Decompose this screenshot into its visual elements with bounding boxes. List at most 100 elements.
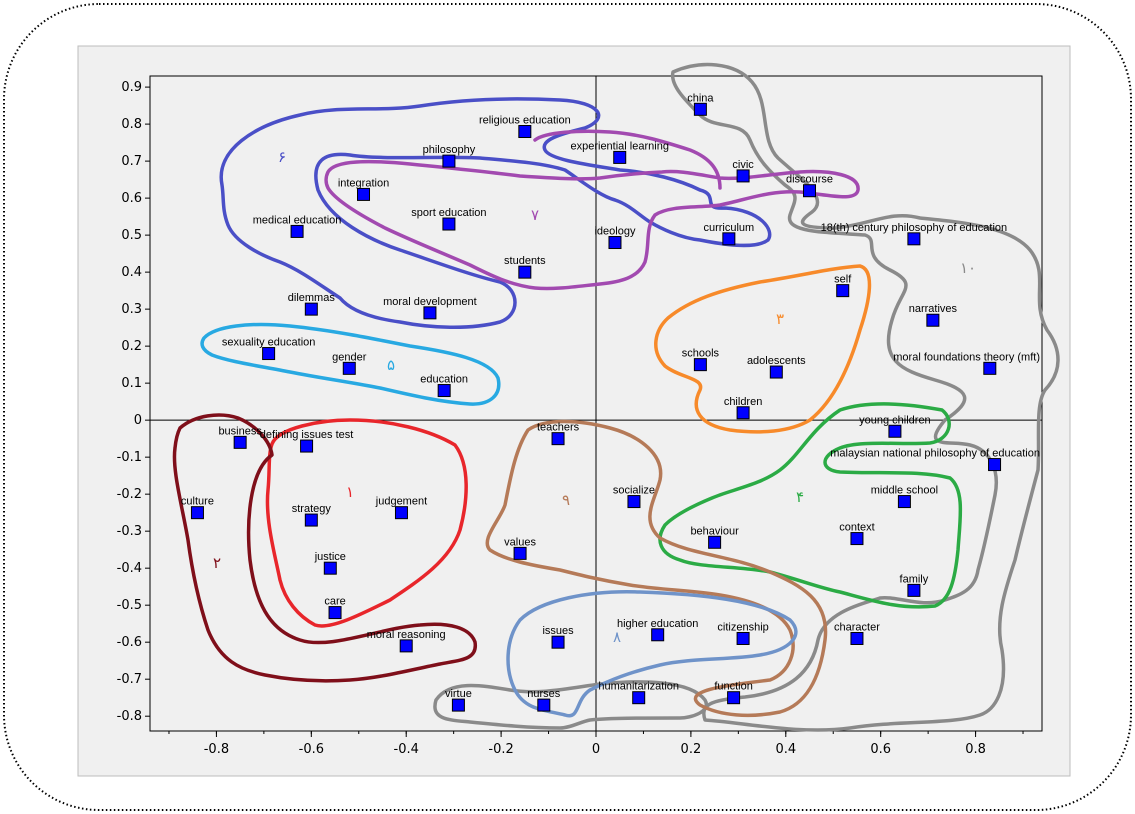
data-point-label: civic bbox=[732, 159, 754, 171]
cluster-outline-10b bbox=[433, 680, 709, 730]
data-point-group: context bbox=[839, 522, 875, 546]
data-point-group: care bbox=[324, 596, 346, 620]
data-point-marker bbox=[304, 302, 318, 316]
data-point-marker bbox=[537, 698, 551, 712]
data-point-label: religious education bbox=[479, 115, 571, 127]
data-point-label: defining issues test bbox=[260, 429, 354, 441]
data-point-group: malaysian national philosophy of educati… bbox=[830, 448, 1040, 472]
data-point-marker bbox=[323, 561, 337, 575]
data-point-label: higher education bbox=[617, 618, 698, 630]
y-tick-label: -0.8 bbox=[117, 709, 142, 724]
cluster-outline-5 bbox=[200, 322, 501, 406]
cluster-outline-4 bbox=[658, 402, 963, 609]
data-point-marker bbox=[190, 506, 204, 520]
data-point-marker bbox=[233, 435, 247, 449]
data-point-group: medical education bbox=[253, 214, 342, 238]
data-point-group: discourse bbox=[786, 174, 833, 198]
data-point-marker bbox=[437, 384, 451, 398]
data-point-label: experiential learning bbox=[570, 140, 668, 152]
data-point-group: business bbox=[218, 425, 262, 449]
y-tick-label: 0.5 bbox=[121, 228, 142, 243]
data-point-label: justice bbox=[314, 551, 346, 563]
data-point-label: humanitarization bbox=[598, 681, 679, 693]
cluster-number-label: ١٠ bbox=[960, 259, 976, 277]
data-point-group: self bbox=[834, 274, 852, 298]
x-tick-label: 0.4 bbox=[775, 742, 796, 757]
y-tick-label: -0.2 bbox=[117, 487, 142, 502]
data-point-marker bbox=[850, 631, 864, 645]
data-point-label: education bbox=[420, 374, 468, 386]
x-tick-label: 0.8 bbox=[965, 742, 986, 757]
data-point-label: young children bbox=[859, 414, 931, 426]
cluster-number-label: ٨ bbox=[613, 628, 621, 646]
data-point-group: culture bbox=[181, 496, 214, 520]
data-point-group: schools bbox=[682, 348, 720, 372]
data-point-label: middle school bbox=[871, 485, 938, 497]
data-point-group: strategy bbox=[292, 503, 331, 527]
data-point-marker bbox=[693, 102, 707, 116]
data-point-marker bbox=[727, 691, 741, 705]
y-tick-label: -0.5 bbox=[117, 598, 142, 613]
data-point-label: children bbox=[724, 396, 763, 408]
data-point-marker bbox=[850, 532, 864, 546]
data-point-group: virtue bbox=[445, 688, 472, 712]
data-point-marker bbox=[262, 347, 276, 361]
data-point-marker bbox=[627, 495, 641, 509]
data-point-label: business bbox=[218, 425, 262, 437]
data-point-marker bbox=[836, 284, 850, 298]
axes-layer: -0.8 -0.6 -0.4 -0.2 0 0.2 0.4 0.6 0.8 0.9 0.8 0.7 0.… bbox=[117, 76, 1042, 757]
data-point-group: nurses bbox=[527, 688, 561, 712]
cluster-outline-6 bbox=[219, 97, 772, 330]
data-point-marker bbox=[907, 232, 921, 246]
data-point-marker bbox=[300, 439, 314, 453]
y-tick-label: 0.3 bbox=[121, 302, 142, 317]
data-point-label: china bbox=[687, 92, 714, 104]
data-point-group: sexuality education bbox=[222, 337, 315, 361]
data-point-group: children bbox=[724, 396, 763, 420]
data-point-group: 18(th) century philosophy of education bbox=[821, 222, 1007, 246]
data-point-label: citizenship bbox=[717, 621, 768, 633]
data-point-group: china bbox=[687, 92, 714, 116]
data-point-group: character bbox=[834, 621, 880, 645]
y-tick-label: 0.6 bbox=[121, 191, 142, 206]
cluster-number-label: ٢ bbox=[213, 554, 221, 572]
data-point-group: socialize bbox=[613, 485, 655, 509]
y-tick-label: -0.7 bbox=[117, 672, 142, 687]
x-tick-label: 0 bbox=[592, 742, 600, 757]
data-point-marker bbox=[736, 169, 750, 183]
data-point-label: dilemmas bbox=[288, 292, 336, 304]
data-point-label: culture bbox=[181, 496, 214, 508]
data-point-group: religious education bbox=[479, 115, 571, 139]
x-tick-label: 0.2 bbox=[681, 742, 702, 757]
data-point-group: curriculum bbox=[703, 222, 754, 246]
data-point-marker bbox=[423, 306, 437, 320]
data-point-marker bbox=[451, 698, 465, 712]
data-point-label: care bbox=[324, 596, 345, 608]
x-tick-label: -0.4 bbox=[394, 742, 419, 757]
data-point-marker bbox=[304, 513, 318, 527]
cluster-number-label: ٣ bbox=[776, 310, 784, 328]
cluster-number-label: ۴ bbox=[796, 488, 804, 506]
data-point-group: experiential learning bbox=[570, 140, 669, 164]
data-point-marker bbox=[342, 361, 356, 375]
data-point-group: philosophy bbox=[423, 144, 476, 168]
data-point-label: malaysian national philosophy of educati… bbox=[830, 448, 1040, 460]
data-point-marker bbox=[983, 361, 997, 375]
data-point-label: medical education bbox=[253, 214, 342, 226]
outer-dotted-frame bbox=[3, 3, 1132, 811]
data-point-marker bbox=[551, 635, 565, 649]
data-point-group: defining issues test bbox=[260, 429, 354, 453]
data-point-marker bbox=[769, 365, 783, 379]
data-point-group: values bbox=[504, 536, 536, 560]
data-point-label: sport education bbox=[411, 207, 486, 219]
data-point-label: adolescents bbox=[747, 355, 806, 367]
data-point-group: behaviour bbox=[690, 525, 739, 549]
x-tick-label: -0.2 bbox=[488, 742, 513, 757]
x-tick-label: -0.8 bbox=[204, 742, 229, 757]
data-point-label: socialize bbox=[613, 485, 655, 497]
data-point-label: students bbox=[504, 255, 546, 267]
data-point-label: character bbox=[834, 621, 880, 633]
data-point-marker bbox=[926, 313, 940, 327]
